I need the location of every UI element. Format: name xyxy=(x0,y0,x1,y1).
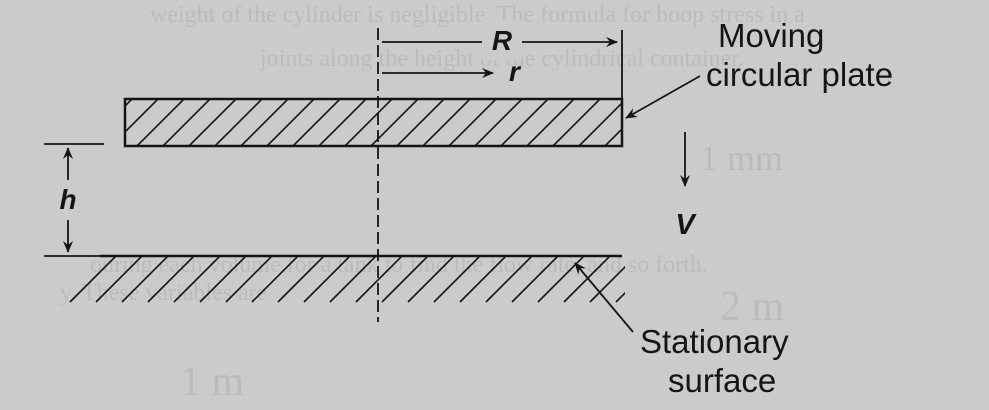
hatch-line xyxy=(329,256,377,303)
hatch-line xyxy=(95,256,143,303)
hatch-line xyxy=(188,99,237,146)
bleed-side-2: 2 m xyxy=(720,284,785,330)
hatch-line xyxy=(303,256,351,303)
hatch-line xyxy=(251,256,299,303)
hatch-line xyxy=(381,256,429,303)
radius-r-arrow: r xyxy=(382,56,522,87)
hatch-line xyxy=(552,99,601,146)
hatch-line xyxy=(240,99,289,146)
label-h: h xyxy=(59,184,76,215)
hatch-line xyxy=(433,256,481,303)
stationary-label-line2: surface xyxy=(668,362,776,399)
hatch-line xyxy=(173,256,221,303)
label-V: V xyxy=(675,209,697,241)
bleed-line-4: y. These variables are xyxy=(60,280,267,306)
hatch-line xyxy=(474,99,523,146)
hatch-line xyxy=(318,99,367,146)
hatch-line xyxy=(147,256,195,303)
bleed-line-1: weight of the cylinder is negligible. Th… xyxy=(150,2,805,28)
bleed-side-3: 1 m xyxy=(180,359,245,405)
hatch-line xyxy=(292,99,341,146)
hatch-line xyxy=(199,256,247,303)
hatch-line xyxy=(125,99,159,134)
bleed-side-1: 1 mm xyxy=(700,138,783,178)
hatch-line xyxy=(563,256,611,303)
gap-h-dimension: h xyxy=(44,143,104,257)
hatch-line xyxy=(526,99,575,146)
hatch-line xyxy=(578,101,622,146)
stationary-surface xyxy=(69,254,625,303)
hatch-line xyxy=(500,99,549,146)
hatch-line xyxy=(459,256,507,303)
hatch-line xyxy=(604,127,622,146)
moving-plate-label-line1: Moving xyxy=(718,17,824,54)
hatch-line xyxy=(485,256,533,303)
hatch-line xyxy=(355,256,403,303)
hatch-line xyxy=(277,256,325,303)
hatch-line xyxy=(214,99,263,146)
moving-plate-label: Moving circular plate xyxy=(625,17,893,119)
hatch-line xyxy=(162,99,211,146)
hatch-line xyxy=(344,99,393,146)
label-r: r xyxy=(509,56,522,87)
hatch-line xyxy=(225,256,273,303)
hatch-line xyxy=(407,256,455,303)
hatch-line xyxy=(396,99,445,146)
stationary-label-line1: Stationary xyxy=(640,323,789,360)
velocity-V-arrow: V xyxy=(675,132,697,241)
hatch-line xyxy=(266,99,315,146)
hatch-line xyxy=(136,99,185,146)
surface-hatching xyxy=(69,256,625,303)
radius-R-dimension: R xyxy=(382,20,623,99)
hatch-line xyxy=(69,256,117,303)
hatch-line xyxy=(631,99,678,146)
moving-plate-label-line2: circular plate xyxy=(706,56,893,93)
hatch-line xyxy=(589,265,625,303)
plate-hatching xyxy=(125,99,678,146)
label-R: R xyxy=(492,25,513,56)
hatch-line xyxy=(615,291,625,303)
hatch-line xyxy=(511,256,559,303)
moving-plate xyxy=(123,97,678,148)
hatch-line xyxy=(121,256,169,303)
hatch-line xyxy=(422,99,471,146)
hatch-line xyxy=(448,99,497,146)
stationary-surface-label: Stationary surface xyxy=(574,262,789,399)
